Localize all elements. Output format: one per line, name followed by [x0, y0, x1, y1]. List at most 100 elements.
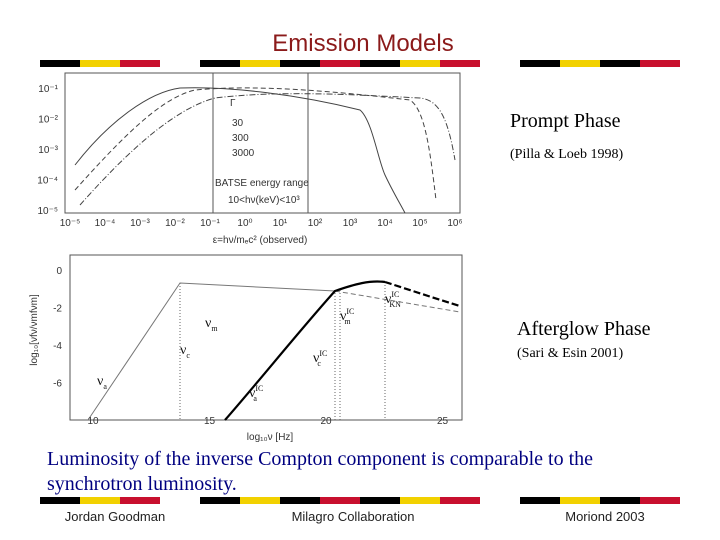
x-tick-label: 10⁴ [377, 218, 392, 229]
stripe-segment [440, 60, 480, 67]
stripe-segment [40, 497, 80, 504]
y-tick-label: 10⁻⁴ [37, 176, 58, 187]
y-tick-label: 10⁻³ [38, 145, 58, 156]
prompt-plot: Γ 30 300 3000 BATSE energy range 10<hν(k… [37, 72, 463, 246]
symbol: ν [313, 351, 319, 366]
symbol: ν [97, 374, 103, 389]
stripe-segment [520, 60, 560, 67]
stripe-segment [160, 497, 200, 504]
x-tick-label: 10⁰ [237, 218, 252, 229]
stripe-segment [240, 60, 280, 67]
footer-right: Moriond 2003 [565, 509, 645, 524]
stripe-segment [200, 60, 240, 67]
superscript: IC [319, 349, 327, 358]
superscript: IC [391, 290, 399, 299]
stripe-segment [560, 497, 600, 504]
stripe-segment [520, 497, 560, 504]
x-tick-label: 10 [87, 416, 99, 427]
y-tick-label: 0 [56, 266, 62, 277]
curve [74, 87, 406, 214]
x-tick-label: 10⁻⁵ [60, 218, 81, 229]
subscript: m [344, 317, 351, 326]
stripe-segment [280, 60, 320, 67]
curve [87, 282, 336, 421]
annotation: νc [180, 343, 190, 360]
superscript: IC [255, 384, 263, 393]
subscript: c [186, 351, 190, 360]
slide-title: Emission Models [272, 30, 453, 57]
curve [74, 87, 437, 201]
footer-center: Milagro Collaboration [292, 509, 415, 524]
x-axis-label: log₁₀ν [Hz] [247, 432, 294, 443]
stripe-segment [400, 60, 440, 67]
caption: Afterglow Phase [517, 318, 651, 340]
stripe-segment [320, 497, 360, 504]
stripe-segment [240, 497, 280, 504]
curve [384, 280, 461, 308]
stripe-segment [480, 60, 520, 67]
stripe-segment [120, 60, 160, 67]
x-tick-label: 10⁶ [447, 218, 462, 229]
stripe-segment [480, 497, 520, 504]
y-tick-label: -2 [53, 304, 62, 315]
x-tick-label: 15 [204, 416, 216, 427]
annotation: νIC KN [385, 290, 401, 309]
x-tick-label: 10⁻⁴ [95, 218, 116, 229]
stripe-segment [360, 497, 400, 504]
stripe [40, 497, 680, 504]
y-tick-label: -6 [53, 379, 62, 390]
subscript: KN [389, 300, 401, 309]
footer-left: Jordan Goodman [65, 509, 165, 524]
stripe-segment [600, 497, 640, 504]
legend-entry: 30 [232, 118, 244, 129]
subscript: a [253, 394, 257, 403]
stripe-segment [120, 497, 160, 504]
body-text: synchrotron luminosity. [47, 473, 237, 495]
afterglow-plot: log₁₀ν [Hz] log₁₀[νfν/νmfνm] 0 -2 -4 -6 10 15… [29, 254, 463, 443]
x-tick-label: 10⁵ [412, 218, 427, 229]
plot-frame [69, 254, 463, 421]
stripe-segment [440, 497, 480, 504]
stripe-segment [160, 60, 200, 67]
y-axis-label: log₁₀[νfν/νmfνm] [29, 294, 40, 366]
annotation: νa [97, 374, 107, 391]
stripe-segment [280, 497, 320, 504]
x-tick-label: 25 [437, 416, 449, 427]
stripe-segment [200, 497, 240, 504]
stripe-segment [560, 60, 600, 67]
superscript: IC [346, 307, 354, 316]
reference: (Sari & Esin 2001) [517, 346, 623, 361]
stripe-segment [80, 60, 120, 67]
plot-frame [64, 72, 461, 214]
subscript: m [211, 324, 218, 333]
y-tick-label: -4 [53, 341, 62, 352]
symbol: ν [385, 292, 391, 307]
y-tick-label: 10⁻⁵ [37, 206, 58, 217]
symbol: ν [249, 386, 255, 401]
stripe-segment [400, 497, 440, 504]
curve [79, 93, 456, 206]
annotation: νIC a [249, 384, 263, 403]
legend-title: Γ [230, 98, 236, 109]
curve [224, 280, 386, 421]
subscript: c [317, 359, 321, 368]
stripe [40, 60, 680, 67]
x-axis-label: ε=hν/mₑc² (observed) [213, 235, 308, 246]
x-tick-label: 10⁻² [165, 218, 185, 229]
symbol: ν [180, 343, 186, 358]
y-tick-label: 10⁻² [38, 115, 58, 126]
annotation: νm [205, 316, 218, 333]
body-text: Luminosity of the inverse Compton compon… [47, 448, 593, 470]
curve [334, 290, 461, 313]
caption: Prompt Phase [510, 110, 621, 132]
band-label: BATSE energy range [215, 178, 309, 189]
stripe-segment [40, 60, 80, 67]
stripe-segment [640, 497, 680, 504]
x-tick-label: 10³ [343, 218, 358, 229]
x-tick-label: 10² [308, 218, 323, 229]
legend-entry: 3000 [232, 148, 255, 159]
x-tick-label: 10⁻¹ [200, 218, 220, 229]
stripe-segment [80, 497, 120, 504]
stripe-segment [360, 60, 400, 67]
